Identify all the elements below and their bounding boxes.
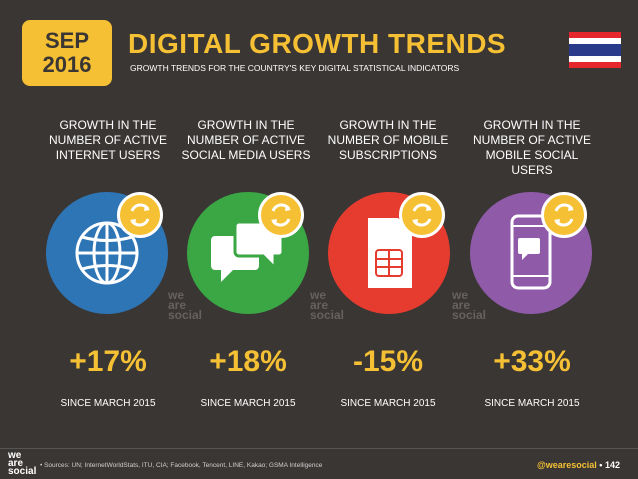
since-label: SINCE MARCH 2015	[340, 398, 436, 409]
growth-value: +33%	[493, 345, 571, 378]
separator: •	[599, 460, 603, 470]
date-month: SEP	[44, 28, 90, 53]
footer-handle: @wearesocial • 142	[537, 460, 620, 470]
column-mobile-social: GROWTH IN THE NUMBER OF ACTIVE MOBILE SO…	[466, 118, 598, 177]
watermark: we are social	[168, 288, 203, 322]
handle-text: @wearesocial	[536, 460, 597, 470]
column-title: GROWTH IN THE NUMBER OF ACTIVE SOCIAL ME…	[181, 118, 311, 162]
since-label: SINCE MARCH 2015	[60, 398, 156, 409]
watermark: we are social	[310, 288, 345, 322]
date-badge: SEP 2016	[22, 20, 112, 86]
growth-value: +18%	[209, 345, 287, 378]
page-subtitle: GROWTH TRENDS FOR THE COUNTRY'S KEY DIGI…	[130, 63, 460, 73]
thailand-flag-icon	[569, 32, 621, 68]
watermark: we are social	[452, 288, 487, 322]
page-title: DIGITAL GROWTH TRENDS	[128, 28, 507, 59]
sim-card-icon	[328, 192, 450, 314]
column-social: GROWTH IN THE NUMBER OF ACTIVE SOCIAL ME…	[180, 118, 312, 168]
footer-divider	[0, 448, 638, 449]
column-title: GROWTH IN THE NUMBER OF ACTIVE MOBILE SO…	[472, 118, 591, 177]
growth-value: +17%	[69, 345, 147, 378]
column-title: GROWTH IN THE NUMBER OF MOBILE SUBSCRIPT…	[327, 118, 449, 162]
growth-arrows-icon	[258, 192, 304, 238]
growth-value: -15%	[352, 345, 424, 378]
page-number: 142	[604, 460, 620, 470]
we-are-social-logo: we are social	[8, 450, 37, 477]
growth-arrows-icon	[399, 192, 445, 238]
since-label: SINCE MARCH 2015	[484, 398, 580, 409]
growth-arrows-icon	[541, 192, 587, 238]
column-title: GROWTH IN THE NUMBER OF ACTIVE INTERNET …	[48, 118, 167, 162]
sources-text: • Sources: UN; InternetWorldStats, ITU, …	[40, 462, 323, 469]
column-internet: GROWTH IN THE NUMBER OF ACTIVE INTERNET …	[42, 118, 174, 168]
date-year: 2016	[42, 52, 92, 77]
column-mobile: GROWTH IN THE NUMBER OF MOBILE SUBSCRIPT…	[322, 118, 454, 168]
growth-arrows-icon	[117, 192, 163, 238]
since-label: SINCE MARCH 2015	[200, 398, 296, 409]
